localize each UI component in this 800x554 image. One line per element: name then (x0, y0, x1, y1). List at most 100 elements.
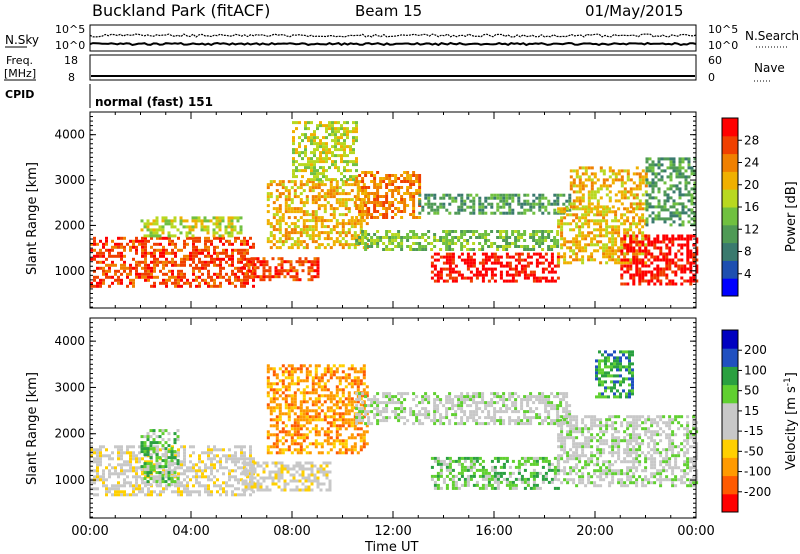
velocity-region-6 (557, 415, 699, 488)
beam-label: Beam 15 (355, 2, 422, 20)
power-region-1 (140, 216, 243, 238)
freq-label-line1: Freq. (6, 54, 33, 67)
y-tick-label: 1000 (54, 264, 85, 278)
station-title: Buckland Park (fitACF) (92, 1, 270, 20)
power-colorbar-swatch (722, 260, 738, 279)
velocity-colorbar-frame (721, 329, 739, 513)
power-region-11 (620, 234, 699, 286)
power-axes: 1000 2000 3000 4000 (54, 112, 697, 308)
velocity-colorbar-tick-label: -50 (744, 444, 764, 458)
time-tick-label: 00:00 (677, 524, 714, 539)
power-colorbar-swatch (722, 135, 738, 155)
velocity-colorbar: -200 -100 -50 -15 15 50 100 200 (721, 329, 771, 513)
time-tick-label: 16:00 (475, 524, 512, 539)
date-label: 01/May/2015 (585, 2, 683, 20)
power-colorbar-swatch (722, 153, 738, 172)
y-tick-label: 1000 (54, 473, 85, 487)
time-tick-label: 12:00 (374, 524, 411, 539)
power-region-4 (292, 121, 358, 182)
noise-right-tick-top: 10^5 (708, 23, 738, 36)
time-tick-label: 04:00 (172, 524, 209, 539)
power-colorbar-tick-label: 20 (744, 178, 759, 192)
nave-label: Nave (754, 61, 785, 75)
noise-panel-frame (89, 24, 697, 52)
velocity-colorbar-tick-label: -100 (744, 465, 771, 479)
power-colorbar-swatch (722, 207, 738, 226)
power-colorbar-tick-label: 8 (744, 245, 752, 259)
power-colorbar-swatch (722, 224, 738, 244)
velocity-colorbar-swatch (722, 421, 738, 440)
velocity-colorbar-tick-label: -200 (744, 485, 771, 499)
power-colorbar-swatch (722, 189, 738, 208)
y-tick-label: 4000 (54, 334, 85, 348)
velocity-colorbar-swatch (722, 348, 738, 367)
power-region-12 (645, 157, 697, 227)
power-colorbar-tick-label: 28 (744, 133, 759, 147)
power-region-10 (569, 166, 648, 209)
power-colorbar-tick-label: 16 (744, 200, 759, 214)
freq-label-line2: [MHz] (4, 67, 36, 80)
velocity-colorbar-swatch (722, 457, 738, 477)
freq-left-tick-top: 18 (64, 54, 78, 67)
y-tick-label: 3000 (54, 380, 85, 394)
velocity-region-5 (355, 392, 572, 426)
velocity-colorbar-tick-label: 200 (744, 343, 767, 357)
time-tick-label: 08:00 (273, 524, 310, 539)
velocity-axes: 1000 2000 3000 4000 (54, 318, 697, 518)
time-tick-label: 00:00 (71, 524, 108, 539)
noise-left-label: N.Sky (5, 33, 39, 47)
power-colorbar-label: Power [dB] (784, 181, 799, 252)
velocity-colorbar-swatch (722, 475, 738, 495)
power-region-7 (355, 230, 560, 251)
power-colorbar-tick-label: 12 (744, 222, 759, 236)
noise-traces (89, 33, 697, 47)
noise-left-tick-bottom: 10^0 (55, 39, 85, 52)
power-colorbar-swatch (722, 118, 738, 137)
velocity-colorbar-tick-label: 50 (744, 384, 759, 398)
velocity-region-1 (241, 461, 332, 492)
velocity-region-3 (140, 429, 180, 487)
time-axis-label: Time UT (364, 540, 418, 554)
y-tick-label: 2000 (54, 218, 85, 232)
y-tick-label: 2000 (54, 427, 85, 441)
power-region-8 (418, 193, 572, 215)
power-region-0 (90, 236, 255, 288)
velocity-region-4 (430, 456, 560, 490)
velocity-region-7 (595, 350, 634, 399)
velocity-heatmap (90, 350, 699, 497)
noise-right-label: N.Search (745, 29, 799, 43)
velocity-colorbar-swatch (722, 330, 738, 349)
power-ylabel: Slant Range [km] (25, 162, 40, 275)
power-region-6 (430, 252, 560, 283)
power-colorbar: 4 8 12 16 20 24 28 (721, 117, 759, 297)
noise-search-trace (89, 33, 697, 38)
power-region-5 (355, 171, 422, 219)
velocity-colorbar-tick-label: -15 (744, 424, 764, 438)
velocity-colorbar-swatch (722, 493, 738, 513)
velocity-colorbar-tick-label: 15 (744, 404, 759, 418)
velocity-colorbar-swatch (722, 402, 738, 422)
freq-left-tick-bottom: 8 (68, 71, 75, 84)
noise-right-tick-bottom: 10^0 (708, 39, 738, 52)
velocity-ylabel: Slant Range [km] (25, 372, 40, 485)
y-tick-label: 3000 (54, 173, 85, 187)
freq-right-tick-top: 60 (708, 54, 722, 67)
velocity-colorbar-swatch (722, 439, 738, 458)
power-colorbar-swatch (722, 242, 738, 261)
y-tick-label: 4000 (54, 128, 85, 142)
velocity-colorbar-label: Velocity [m s-1] (783, 372, 799, 470)
velocity-panel-frame (89, 317, 697, 519)
freq-right-tick-bottom: 0 (708, 71, 715, 84)
power-heatmap (90, 121, 699, 288)
velocity-region-2 (266, 364, 369, 455)
noise-sky-trace (89, 41, 697, 47)
power-colorbar-tick-label: 4 (744, 267, 752, 281)
freq-panel-frame (89, 54, 697, 81)
cpid-value: normal (fast) 151 (95, 95, 213, 109)
noise-left-tick-top: 10^5 (55, 23, 85, 36)
power-colorbar-swatch (722, 171, 738, 190)
time-axis: 00:00 04:00 08:00 12:00 16:00 20:00 00:00 (71, 524, 714, 539)
cpid-label: CPID (5, 88, 34, 101)
power-region-3 (266, 180, 369, 250)
